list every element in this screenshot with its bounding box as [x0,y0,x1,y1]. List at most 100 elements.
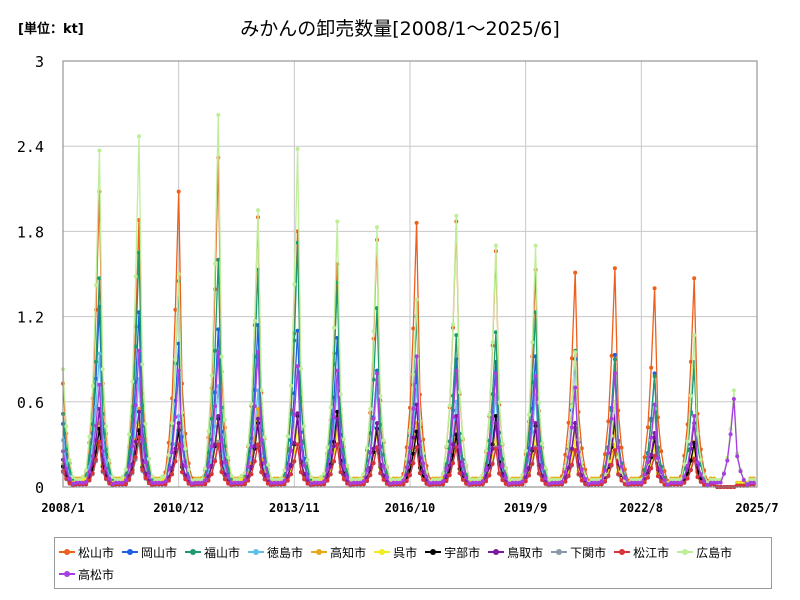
data-point [579,446,584,451]
data-point [645,475,650,480]
data-point [619,445,624,450]
data-point [688,458,693,463]
data-point [375,421,379,426]
data-point [708,480,713,485]
data-point [490,340,495,345]
legend-item: 松山市 [59,542,114,562]
data-point [722,471,726,476]
data-point [517,477,522,482]
data-point [113,480,118,485]
data-point [183,477,188,482]
data-point [735,454,740,459]
data-point [249,464,254,469]
data-point [150,474,155,479]
data-point [222,460,227,465]
data-point [527,473,531,478]
data-point [166,478,171,483]
data-point [305,475,310,480]
data-point [127,464,132,469]
data-point [140,362,145,367]
data-point [120,474,125,479]
data-point [394,477,399,482]
data-point [675,480,680,485]
data-point [702,479,707,484]
x-tick-label: 2013/11 [269,501,320,515]
data-point [718,480,723,485]
data-point [444,474,449,479]
data-point [745,482,750,487]
data-point [573,385,578,390]
data-point [384,481,389,486]
data-point [411,435,416,440]
data-point [662,469,667,474]
data-point [365,446,369,450]
data-point [295,442,300,447]
data-point [130,470,135,475]
data-point [143,442,148,447]
data-point [381,438,386,443]
data-point [256,416,260,421]
data-point [332,459,336,464]
data-point [606,419,611,424]
data-point [67,458,72,463]
data-point [292,412,297,417]
data-point [649,365,654,370]
data-point [527,412,531,417]
data-point [414,297,419,302]
data-point [659,470,664,475]
data-point [196,477,201,482]
data-point [384,464,389,469]
data-point [540,441,545,446]
data-point [493,446,498,451]
data-point [332,444,336,449]
data-point [622,475,627,480]
data-point [97,382,102,387]
chart-title: みかんの卸売数量[2008/1～2025/6] [240,18,560,40]
data-point [272,480,277,485]
data-point [332,415,336,420]
data-point [351,477,356,482]
data-point [652,402,657,407]
data-point [619,478,624,483]
data-point [110,474,115,479]
data-point [566,473,571,478]
data-point [493,330,498,335]
data-point [133,274,138,279]
legend-label: 松山市 [78,545,115,560]
data-point [137,435,141,440]
data-point [107,458,112,463]
data-point [219,437,224,442]
data-point [219,470,224,475]
data-point [513,480,518,485]
data-point [358,477,363,481]
data-point [649,435,654,440]
data-point [64,424,69,429]
data-point [176,368,181,373]
data-point [308,481,313,486]
data-point [394,480,399,485]
data-point [543,465,548,470]
data-point [104,447,108,452]
data-point [351,480,356,485]
data-point [474,477,479,482]
data-point [70,481,75,486]
data-point [563,452,568,457]
data-point [292,459,297,464]
data-point [695,460,700,465]
data-point [256,350,260,355]
data-point [242,478,247,483]
data-point [649,418,654,423]
data-point [464,463,469,468]
data-point [80,480,85,485]
data-point [692,333,697,338]
data-point [90,384,95,388]
axes: 0 0.6 1.2 1.8 2.4 3 2008/1 2010/12 2013/11 2016/1… [17,53,779,515]
data-point [527,432,531,437]
data-point [441,479,445,484]
data-point [493,243,498,248]
data-point [636,477,640,482]
data-point [510,480,515,485]
data-point [566,455,571,460]
data-point [100,469,105,474]
data-point [715,477,720,482]
